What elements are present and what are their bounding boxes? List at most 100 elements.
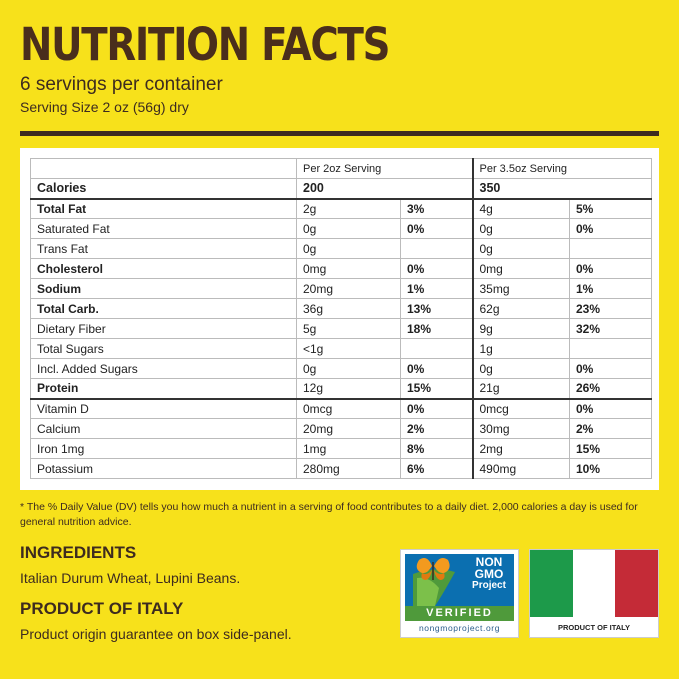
dv-3-5oz: 32% <box>569 318 652 339</box>
amount-3-5oz: 490mg <box>472 458 570 479</box>
non-gmo-badge-top: NON GMO Project <box>405 554 514 606</box>
amount-3-5oz: 35mg <box>472 278 570 299</box>
table-row: Total Carb. 36g 13% 62g 23% <box>30 298 652 319</box>
amount-3-5oz: 0mcg <box>472 397 570 419</box>
serving-size: Serving Size 2 oz (56g) dry <box>20 99 189 115</box>
table-row: Incl. Added Sugars 0g 0% 0g 0% <box>30 358 652 379</box>
amount-3-5oz: 0mg <box>472 258 570 279</box>
dv-2oz: 2% <box>400 418 474 439</box>
italy-flag-badge: PRODUCT OF ITALY <box>529 549 659 638</box>
amount-3-5oz: 2mg <box>472 438 570 459</box>
amount-3-5oz: 21g <box>472 378 570 399</box>
amount-3-5oz: 4g <box>472 198 570 219</box>
daily-value-footnote: * The % Daily Value (DV) tells you how m… <box>20 501 638 528</box>
table-row: Sodium 20mg 1% 35mg 1% <box>30 278 652 299</box>
nutrient-name: Calcium <box>30 418 297 439</box>
table-row: Trans Fat 0g 0g <box>30 238 652 259</box>
calories-label: Calories <box>30 178 297 200</box>
amount-3-5oz: 62g <box>472 298 570 319</box>
badge-url: nongmoproject.org <box>418 623 501 633</box>
dv-3-5oz: 0% <box>569 218 652 239</box>
dv-3-5oz: 23% <box>569 298 652 319</box>
amount-2oz: 2g <box>296 198 401 219</box>
dv-3-5oz: 10% <box>569 458 652 479</box>
nutrient-name: Sodium <box>30 278 297 299</box>
dv-3-5oz <box>569 238 652 259</box>
amount-2oz: 20mg <box>296 418 401 439</box>
amount-3-5oz: 0g <box>472 218 570 239</box>
ingredients-text: Italian Durum Wheat, Lupini Beans. <box>20 570 241 586</box>
table-header-row: Per 2oz Serving Per 3.5oz Serving <box>30 158 652 179</box>
table-row: Saturated Fat 0g 0% 0g 0% <box>30 218 652 239</box>
dv-2oz: 1% <box>400 278 474 299</box>
dv-3-5oz: 26% <box>569 378 652 399</box>
amount-2oz: 0mcg <box>296 397 401 419</box>
nutrient-name: Saturated Fat <box>30 218 297 239</box>
dv-2oz: 8% <box>400 438 474 459</box>
calories-2oz: 200 <box>296 178 474 200</box>
nutrient-name: Trans Fat <box>30 238 297 259</box>
amount-2oz: 0g <box>296 218 401 239</box>
ingredients-heading: INGREDIENTS <box>20 543 137 562</box>
dv-3-5oz: 2% <box>569 418 652 439</box>
nutrient-name: Potassium <box>30 458 297 479</box>
dv-2oz: 0% <box>400 397 474 419</box>
amount-3-5oz: 0g <box>472 358 570 379</box>
amount-2oz: 1mg <box>296 438 401 459</box>
amount-3-5oz: 30mg <box>472 418 570 439</box>
nutrient-name: Incl. Added Sugars <box>30 358 297 379</box>
dv-2oz <box>400 338 474 359</box>
amount-3-5oz: 0g <box>472 238 570 259</box>
amount-2oz: 0mg <box>296 258 401 279</box>
amount-3-5oz: 9g <box>472 318 570 339</box>
servings-per-container: 6 servings per container <box>20 74 223 95</box>
table-row: Calcium 20mg 2% 30mg 2% <box>30 418 652 439</box>
butterfly-icon <box>413 558 455 606</box>
badge-project: Project <box>472 580 506 591</box>
dv-3-5oz: 0% <box>569 258 652 279</box>
badge-non: NON <box>475 555 503 569</box>
nutrient-name: Cholesterol <box>30 258 297 279</box>
col-header-3-5oz: Per 3.5oz Serving <box>472 158 652 179</box>
header-divider <box>20 131 659 136</box>
page-title: NUTRITION FACTS <box>20 18 391 71</box>
dv-2oz: 3% <box>400 198 474 219</box>
flag-red-stripe <box>615 550 659 617</box>
dv-3-5oz: 0% <box>569 358 652 379</box>
dv-2oz: 13% <box>400 298 474 319</box>
header-empty-cell <box>30 158 297 179</box>
table-row: Total Sugars <1g 1g <box>30 338 652 359</box>
dv-3-5oz: 15% <box>569 438 652 459</box>
badge-verified: VERIFIED <box>405 606 514 621</box>
table-row: Total Fat 2g 3% 4g 5% <box>30 198 652 219</box>
nutrient-name: Iron 1mg <box>30 438 297 459</box>
calories-row: Calories 200 350 <box>30 178 652 200</box>
table-row: Cholesterol 0mg 0% 0mg 0% <box>30 258 652 279</box>
dv-3-5oz: 1% <box>569 278 652 299</box>
amount-3-5oz: 1g <box>472 338 570 359</box>
amount-2oz: 20mg <box>296 278 401 299</box>
calories-3-5oz: 350 <box>472 178 652 200</box>
table-row: Vitamin D 0mcg 0% 0mcg 0% <box>30 397 652 419</box>
table-row: Potassium 280mg 6% 490mg 10% <box>30 458 652 479</box>
dv-3-5oz <box>569 338 652 359</box>
nutrient-name: Total Sugars <box>30 338 297 359</box>
flag-green-stripe <box>530 550 573 617</box>
nutrient-name: Vitamin D <box>30 397 297 419</box>
dv-2oz: 0% <box>400 218 474 239</box>
nutrient-name: Total Fat <box>30 198 297 219</box>
dv-3-5oz: 5% <box>569 198 652 219</box>
amount-2oz: 5g <box>296 318 401 339</box>
amount-2oz: 12g <box>296 378 401 399</box>
table-row: Dietary Fiber 5g 18% 9g 32% <box>30 318 652 339</box>
dv-2oz: 6% <box>400 458 474 479</box>
origin-text: Product origin guarantee on box side-pan… <box>20 626 292 642</box>
origin-heading: PRODUCT OF ITALY <box>20 599 184 618</box>
dv-2oz: 15% <box>400 378 474 399</box>
nutrition-table: Per 2oz Serving Per 3.5oz Serving Calori… <box>30 158 652 479</box>
col-header-2oz: Per 2oz Serving <box>296 158 474 179</box>
nutrient-name: Dietary Fiber <box>30 318 297 339</box>
amount-2oz: 0g <box>296 238 401 259</box>
dv-3-5oz: 0% <box>569 397 652 419</box>
amount-2oz: 280mg <box>296 458 401 479</box>
